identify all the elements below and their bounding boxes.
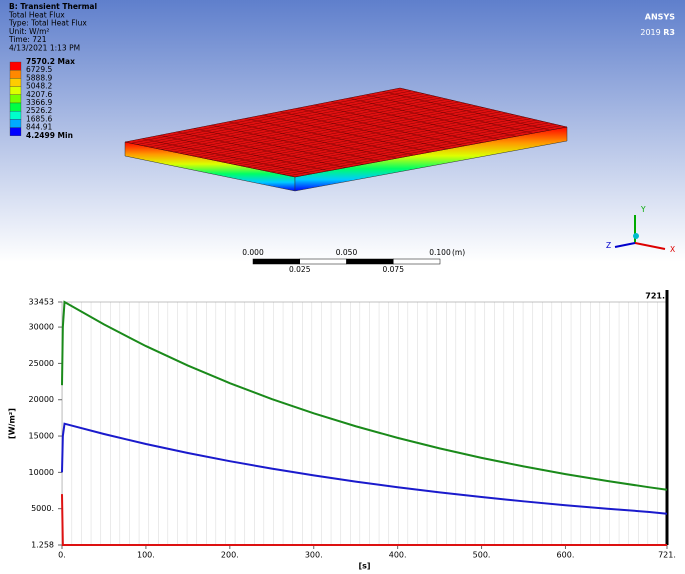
x-tick-label: 200. bbox=[221, 551, 239, 560]
legend-swatch bbox=[9, 61, 22, 71]
mesh-line bbox=[365, 94, 534, 134]
legend-swatch bbox=[9, 86, 22, 95]
scale-label: 0.100 bbox=[429, 248, 451, 257]
legend-swatch bbox=[9, 78, 22, 87]
scale-bar-segment bbox=[299, 258, 347, 265]
mesh-line bbox=[279, 111, 449, 150]
header-line: Unit: W/m² bbox=[9, 27, 49, 36]
mesh-line bbox=[331, 101, 500, 140]
legend-level: 4207.6 bbox=[26, 90, 52, 99]
mesh-line bbox=[228, 121, 398, 159]
mesh-line bbox=[262, 114, 432, 153]
header-line: B: Transient Thermal bbox=[9, 2, 97, 11]
logo-release: R3 bbox=[663, 28, 675, 37]
triad-label: Y bbox=[640, 205, 646, 214]
logo-version-year: 2019 bbox=[640, 28, 660, 37]
scale-label: 0.075 bbox=[383, 265, 405, 274]
y-tick-label: 33453 bbox=[29, 298, 54, 307]
header-line: Type: Total Heat Flux bbox=[8, 19, 87, 28]
x-tick-label: 100. bbox=[137, 551, 155, 560]
scale-bar-segment bbox=[346, 258, 394, 265]
plot-area bbox=[61, 301, 668, 546]
x-tick-label: 600. bbox=[557, 551, 575, 560]
legend-level: 844.91 bbox=[26, 123, 52, 132]
series-line bbox=[61, 494, 667, 546]
mesh-line bbox=[245, 118, 415, 156]
legend-level: 6729.5 bbox=[26, 65, 52, 74]
mesh-line bbox=[210, 124, 381, 162]
x-tick-label: 0. bbox=[58, 551, 66, 560]
scale-bar-segment bbox=[393, 258, 441, 265]
series-line bbox=[61, 300, 668, 491]
legend-swatch bbox=[9, 111, 22, 120]
header-line: Time: 721 bbox=[8, 35, 47, 44]
mesh-line bbox=[382, 91, 551, 131]
mesh-line bbox=[314, 104, 483, 143]
logo-version: 2019 R3 bbox=[640, 28, 675, 37]
scale-unit: (m) bbox=[452, 248, 465, 257]
y-tick-label: 10000 bbox=[29, 468, 54, 477]
y-tick-label: 15000 bbox=[29, 432, 54, 441]
y-tick-label: 30000 bbox=[29, 323, 54, 332]
legend-swatch bbox=[9, 102, 22, 112]
logo-name: ANSYS bbox=[645, 13, 675, 22]
legend-swatch bbox=[9, 127, 22, 136]
legend-level: 3366.9 bbox=[26, 98, 52, 107]
legend-swatch bbox=[9, 94, 22, 104]
model bbox=[124, 87, 568, 192]
x-axis-label: [s] bbox=[358, 562, 370, 571]
legend-level: 2526.2 bbox=[26, 106, 52, 115]
time-annotation: 721. bbox=[645, 292, 665, 301]
scale-label: 0.050 bbox=[336, 248, 358, 257]
header-line: Total Heat Flux bbox=[8, 10, 65, 19]
x-tick-label: 500. bbox=[473, 551, 491, 560]
y-tick-label: 1.258 bbox=[31, 541, 54, 550]
legend-swatch bbox=[9, 119, 22, 128]
legend-level: 1685.6 bbox=[26, 114, 52, 123]
mesh-line bbox=[296, 108, 466, 146]
y-tick-label: 5000. bbox=[31, 504, 54, 513]
y-tick-label: 25000 bbox=[29, 359, 54, 368]
mesh-line bbox=[193, 128, 364, 165]
scale-label: 0.000 bbox=[242, 248, 264, 257]
triad-label: Z bbox=[606, 241, 611, 250]
legend-level: 5048.2 bbox=[26, 82, 52, 91]
mesh-line bbox=[176, 131, 347, 168]
x-tick-label: 400. bbox=[389, 551, 407, 560]
mesh-line bbox=[348, 97, 517, 137]
legend-swatch bbox=[9, 70, 22, 79]
triad-label: X bbox=[670, 245, 675, 254]
mesh-line bbox=[142, 138, 313, 175]
scale-bar-segment bbox=[252, 258, 300, 265]
legend-level: 5888.9 bbox=[26, 73, 52, 82]
mesh-line bbox=[159, 135, 330, 171]
scale-label: 0.025 bbox=[289, 265, 311, 274]
header-line: 4/13/2021 1:13 PM bbox=[9, 44, 80, 53]
series-line bbox=[61, 422, 668, 515]
y-tick-label: 20000 bbox=[29, 395, 54, 404]
x-tick-label: 721. bbox=[658, 551, 676, 560]
y-axis-label: [W/m²] bbox=[8, 408, 17, 439]
legend-min: 4.2499 Min bbox=[26, 131, 73, 140]
x-tick-label: 300. bbox=[305, 551, 323, 560]
axis-triad bbox=[614, 215, 666, 250]
legend-max: 7570.2 Max bbox=[26, 57, 75, 66]
